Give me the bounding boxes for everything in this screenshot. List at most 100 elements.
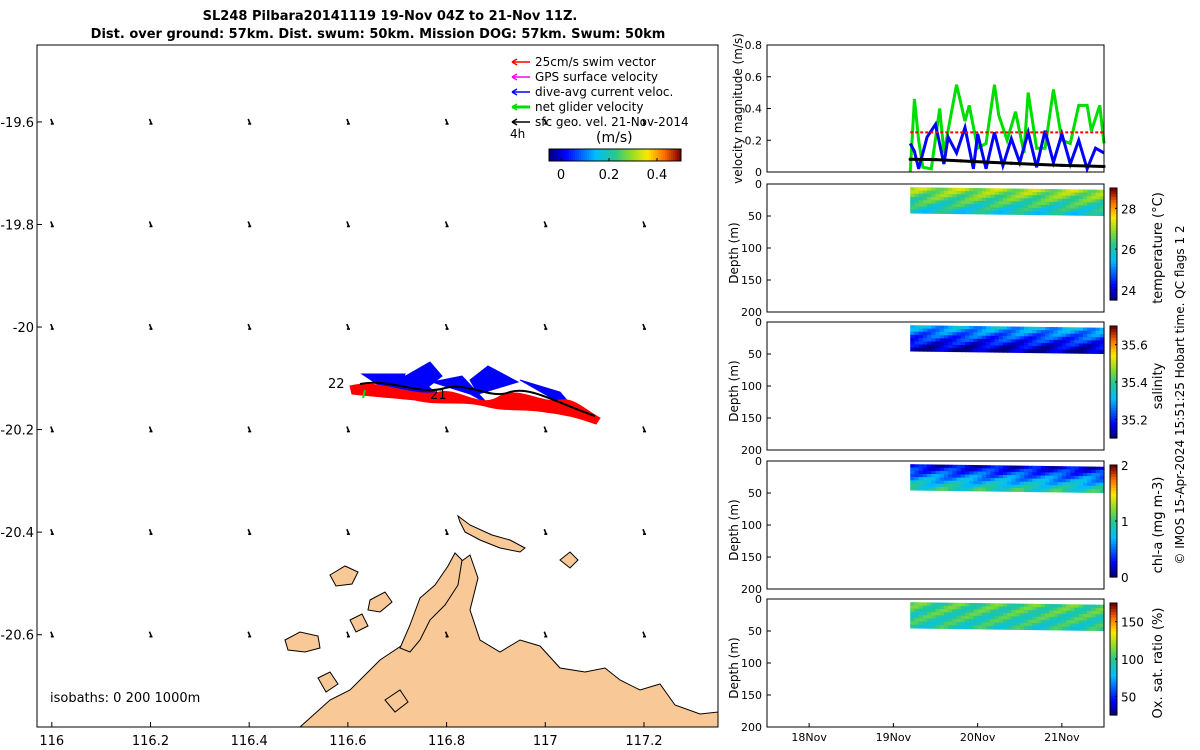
heatmap-cell — [956, 471, 962, 476]
lon-tick-label: 117.2 — [625, 734, 662, 749]
heatmap-cell — [931, 335, 937, 339]
surface-velocity-field — [50, 118, 646, 638]
heatmap-cell — [1007, 465, 1012, 470]
heatmap-cell — [922, 328, 928, 333]
heatmap-cell — [964, 210, 970, 215]
heatmap-cell — [1091, 327, 1097, 332]
heatmap-cell — [1091, 340, 1097, 345]
surface-velocity-arrow — [346, 323, 350, 330]
heatmap-cell — [1070, 610, 1076, 615]
heatmap-cell — [1095, 196, 1101, 200]
heatmap-cell — [922, 608, 928, 613]
heatmap-cell — [969, 602, 975, 607]
heatmap-cell — [1099, 327, 1105, 332]
colorbar-segment — [577, 149, 580, 161]
heatmap-cell — [977, 477, 983, 482]
heatmap-cell — [1066, 475, 1071, 480]
heatmap-cell — [1036, 211, 1042, 216]
heatmap-cell — [990, 471, 996, 476]
heatmap-cell — [1057, 623, 1063, 628]
heatmap-cell — [1091, 343, 1097, 348]
heatmap-cell — [1066, 626, 1071, 631]
heatmap-cell — [1028, 622, 1033, 627]
heatmap-cell — [973, 606, 979, 611]
heatmap-cell — [914, 486, 920, 491]
heatmap-cell — [998, 612, 1004, 617]
colorbar-segment — [1110, 190, 1117, 195]
glider-path-line — [359, 381, 596, 417]
heatmap-cell — [990, 342, 996, 347]
colorbar-segment — [555, 149, 558, 161]
surface-velocity-arrow — [346, 426, 350, 433]
heatmap-cell — [1032, 198, 1038, 203]
heatmap-cell — [1095, 617, 1101, 622]
heatmap-cell — [981, 332, 987, 337]
heatmap-cell — [1099, 489, 1105, 494]
heatmap-cell — [998, 329, 1004, 334]
heatmap-cell — [1070, 604, 1076, 609]
heatmap-cell — [990, 603, 996, 608]
heatmap-cell — [935, 325, 941, 330]
heatmap-cell — [1015, 194, 1021, 199]
heatmap-cell — [948, 344, 953, 349]
heatmap-cell — [969, 468, 975, 473]
colorbar-segment — [1110, 667, 1117, 671]
heatmap-cell — [914, 206, 920, 211]
heatmap-cell — [1023, 329, 1029, 334]
heatmap-cell — [1099, 617, 1105, 622]
map-frame — [36, 44, 719, 728]
heatmap-cell — [973, 200, 979, 205]
swim-vector-cluster — [349, 383, 601, 425]
heatmap-cell — [969, 345, 975, 350]
heatmap-cell — [990, 348, 996, 353]
surface-velocity-arrow — [642, 323, 646, 330]
heatmap-cell — [1053, 478, 1059, 483]
heatmap-cell — [1074, 205, 1080, 210]
heatmap-cell — [1007, 487, 1012, 492]
colorbar-segment — [1110, 260, 1117, 265]
heatmap-cell — [1053, 475, 1059, 480]
surface-velocity-arrow — [642, 118, 646, 125]
map-colorbar: 0 0.2 0.4 — [548, 148, 682, 183]
heatmap-cell — [1074, 330, 1080, 335]
heatmap-cell — [910, 196, 916, 201]
colorbar-segment — [1110, 384, 1117, 389]
heatmap-cell — [1023, 622, 1029, 627]
heatmap-cell — [910, 347, 916, 352]
heatmap-cell — [990, 478, 996, 482]
heatmap-cell — [1023, 342, 1029, 347]
heatmap-cell — [952, 483, 958, 488]
heatmap-cell — [1057, 488, 1063, 493]
heatmap-cell — [1061, 475, 1067, 480]
heatmap-cell — [922, 480, 928, 485]
heatmap-cell — [1011, 339, 1017, 344]
heatmap-cell — [956, 464, 962, 469]
heatmap-cell — [1007, 339, 1012, 344]
heatmap-cell — [1053, 613, 1059, 618]
heatmap-cell — [1070, 346, 1076, 351]
heatmap-cell — [1074, 198, 1080, 203]
heatmap-cell — [1040, 488, 1046, 493]
heatmap-cell — [910, 611, 916, 616]
legend-arrowhead — [511, 58, 518, 66]
colorbar-segment — [1110, 421, 1117, 425]
heatmap-cell — [1019, 484, 1025, 489]
heatmap-cell — [1011, 198, 1017, 203]
heatmap-cell — [956, 332, 962, 337]
heatmap-cell — [1045, 195, 1050, 200]
heatmap-cell — [1074, 604, 1080, 609]
surface-velocity-arrow — [444, 118, 449, 125]
heatmap-cell — [1087, 607, 1092, 612]
heatmap-cell — [1061, 208, 1067, 213]
heatmap-cell — [964, 341, 970, 346]
colorbar-segment — [1110, 246, 1117, 251]
heatmap-cell — [1091, 195, 1097, 200]
heatmap-cell — [931, 483, 937, 488]
heatmap-cell — [948, 203, 953, 208]
heatmap-cell — [1002, 487, 1008, 492]
lon-tick-label: 116.6 — [329, 734, 366, 749]
heatmap-cell — [1099, 208, 1105, 213]
lat-tick-label: -20 — [13, 321, 34, 336]
